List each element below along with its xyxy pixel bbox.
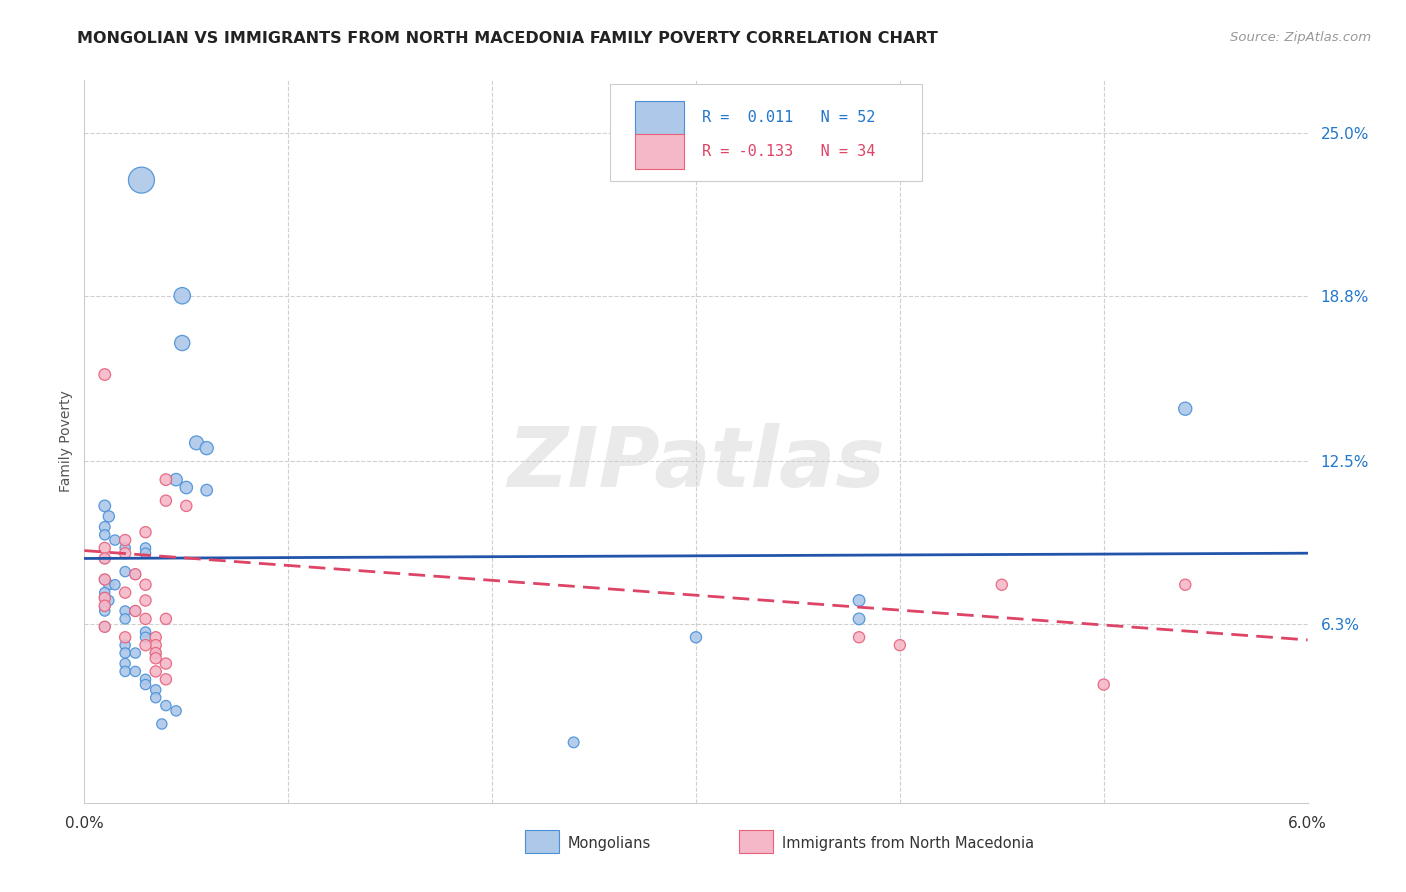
Text: R = -0.133   N = 34: R = -0.133 N = 34 [702,145,876,160]
Point [93,499,117,513]
Point [93,368,117,382]
Point [93,520,117,534]
Point [135,546,157,560]
Point [93,620,117,634]
Point [165,473,187,487]
Point [145,646,167,660]
Text: Mongolians: Mongolians [568,836,651,851]
Point [124,567,146,582]
Point [155,473,177,487]
Point [889,638,911,652]
Point [93,599,117,613]
Point [848,593,870,607]
Point [97,593,120,607]
Point [93,604,117,618]
Point [93,528,117,542]
Point [1092,677,1115,691]
FancyBboxPatch shape [738,830,773,854]
Point [135,593,157,607]
Point [145,651,167,665]
Point [114,546,136,560]
Y-axis label: Family Poverty: Family Poverty [59,391,73,492]
Point [124,646,146,660]
Point [97,509,120,524]
Point [145,690,167,705]
Point [93,591,117,605]
Point [145,638,167,652]
Point [93,541,117,555]
Point [114,612,136,626]
Point [124,567,146,582]
Point [848,612,870,626]
Point [97,578,120,592]
Point [135,673,157,687]
Point [135,630,157,644]
Point [135,625,157,640]
Point [114,638,136,652]
Point [93,620,117,634]
Point [124,604,146,618]
Point [104,533,127,547]
Point [93,585,117,599]
Point [150,717,173,731]
Point [114,646,136,660]
Point [155,673,177,687]
Point [145,646,167,660]
Point [131,173,153,187]
FancyBboxPatch shape [636,101,683,136]
Point [562,735,585,749]
Point [848,630,870,644]
Point [155,612,177,626]
Text: MONGOLIAN VS IMMIGRANTS FROM NORTH MACEDONIA FAMILY POVERTY CORRELATION CHART: MONGOLIAN VS IMMIGRANTS FROM NORTH MACED… [77,31,938,46]
Point [114,565,136,579]
Point [172,336,194,351]
Point [124,665,146,679]
Point [145,682,167,697]
Point [135,638,157,652]
Point [124,604,146,618]
Point [155,657,177,671]
Point [104,578,127,592]
Point [114,665,136,679]
Point [114,533,136,547]
Point [135,612,157,626]
Point [114,585,136,599]
Point [1174,578,1197,592]
Point [176,481,198,495]
Point [186,435,208,450]
Point [195,441,218,455]
Point [135,578,157,592]
Point [93,551,117,566]
Text: Immigrants from North Macedonia: Immigrants from North Macedonia [782,836,1033,851]
Text: ZIPatlas: ZIPatlas [508,423,884,504]
Point [145,630,167,644]
FancyBboxPatch shape [524,830,560,854]
Point [114,604,136,618]
Point [172,289,194,303]
Point [114,657,136,671]
Point [176,499,198,513]
Point [93,599,117,613]
Point [135,677,157,691]
Point [155,493,177,508]
Point [93,573,117,587]
Text: Source: ZipAtlas.com: Source: ZipAtlas.com [1230,31,1371,45]
FancyBboxPatch shape [636,135,683,169]
Point [165,704,187,718]
Point [991,578,1014,592]
Point [114,541,136,555]
Point [93,591,117,605]
Point [135,541,157,555]
Point [145,665,167,679]
Point [93,551,117,566]
FancyBboxPatch shape [610,84,922,181]
Point [195,483,218,497]
Point [93,573,117,587]
Point [1174,401,1197,416]
Point [114,630,136,644]
Point [155,698,177,713]
Point [135,525,157,540]
Point [685,630,707,644]
Text: R =  0.011   N = 52: R = 0.011 N = 52 [702,111,876,126]
